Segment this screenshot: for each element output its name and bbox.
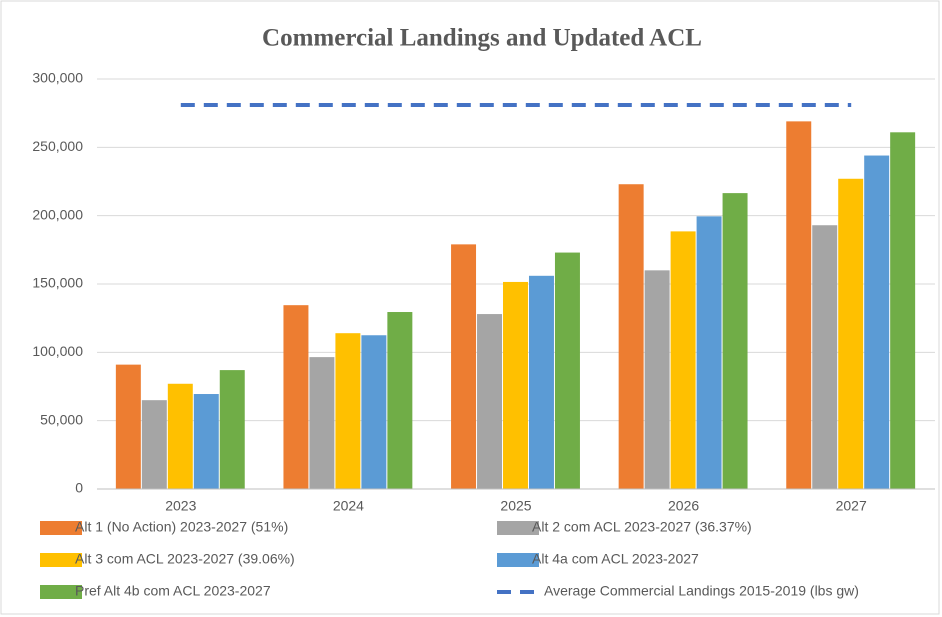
bar	[812, 225, 838, 489]
bar	[309, 357, 335, 489]
bar	[477, 314, 503, 489]
legend-swatch	[497, 553, 539, 567]
bar	[670, 231, 696, 489]
x-tick-label: 2027	[836, 498, 867, 514]
bar	[451, 244, 477, 489]
bar	[193, 394, 219, 489]
x-tick-label: 2025	[500, 498, 531, 514]
x-tick-label: 2026	[668, 498, 699, 514]
bar	[554, 252, 580, 489]
bar	[722, 193, 748, 489]
y-tick-label: 50,000	[40, 411, 83, 427]
bar	[335, 333, 361, 489]
x-tick-label: 2024	[333, 498, 364, 514]
y-tick-label: 0	[75, 480, 83, 496]
bar	[696, 216, 722, 489]
legend-label: Average Commercial Landings 2015-2019 (l…	[544, 583, 859, 599]
bar	[115, 364, 141, 489]
y-tick-label: 100,000	[32, 343, 83, 359]
legend-label: Alt 1 (No Action) 2023-2027 (51%)	[75, 519, 288, 535]
bar	[219, 370, 245, 489]
chart-title: Commercial Landings and Updated ACL	[262, 25, 702, 52]
legend-swatch	[497, 521, 539, 535]
legend-label: Pref Alt 4b com ACL 2023-2027	[75, 583, 271, 599]
bar	[141, 400, 167, 489]
bar	[864, 155, 890, 490]
bar	[838, 178, 864, 489]
bar	[618, 184, 644, 489]
bar	[528, 275, 554, 489]
bar	[786, 121, 812, 489]
y-tick-label: 250,000	[32, 138, 83, 154]
bar	[167, 383, 193, 489]
bar	[283, 305, 309, 489]
y-tick-label: 150,000	[32, 275, 83, 291]
legend-label: Alt 2 com ACL 2023-2027 (36.37%)	[532, 519, 752, 535]
y-tick-label: 200,000	[32, 206, 83, 222]
bar	[503, 281, 528, 489]
bar	[387, 312, 413, 489]
bar	[644, 270, 670, 489]
legend-swatch	[40, 553, 82, 567]
legend-label: Alt 3 com ACL 2023-2027 (39.06%)	[75, 551, 295, 567]
legend-swatch	[40, 521, 82, 535]
y-tick-label: 300,000	[32, 70, 83, 86]
bar	[361, 335, 387, 489]
legend-label: Alt 4a com ACL 2023-2027	[532, 551, 699, 567]
bar	[890, 132, 916, 490]
legend-swatch	[40, 585, 82, 599]
x-tick-label: 2023	[165, 498, 196, 514]
